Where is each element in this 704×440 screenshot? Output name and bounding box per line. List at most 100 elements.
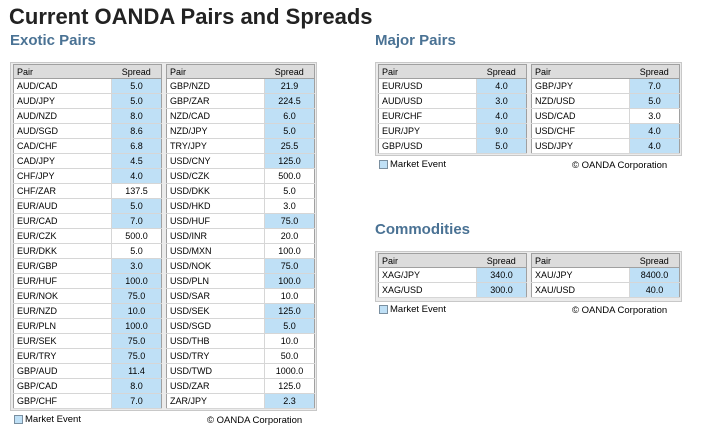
spread-cell: 8.6 [111, 123, 162, 139]
table-row: USD/CNY 125.0 [166, 153, 315, 169]
table-row: AUD/SGD 8.6 [13, 123, 162, 139]
spread-cell: 8.0 [111, 378, 162, 394]
table-row: ZAR/JPY 2.3 [166, 393, 315, 409]
exotic-pairs-table-right: Pair Spread GBP/NZD 21.9 GBP/ZAR 224.5 NZD/C… [166, 64, 315, 409]
pair-cell: EUR/CHF [378, 108, 477, 124]
spread-cell: 11.4 [111, 363, 162, 379]
table-row: XAG/USD 300.0 [378, 282, 527, 298]
table-row: USD/CAD 3.0 [531, 108, 680, 124]
pair-column-header: Pair [531, 253, 630, 268]
table-row: EUR/SEK 75.0 [13, 333, 162, 349]
spread-cell: 75.0 [111, 288, 162, 304]
pair-cell: XAG/JPY [378, 267, 477, 283]
table-row: AUD/USD 3.0 [378, 93, 527, 109]
pair-column-header: Pair [166, 64, 265, 79]
spread-cell: 75.0 [111, 348, 162, 364]
pair-cell: ZAR/JPY [166, 393, 265, 409]
table-row: USD/NOK 75.0 [166, 258, 315, 274]
spread-column-header: Spread [629, 64, 680, 79]
major-pairs-table-right: Pair Spread GBP/JPY 7.0 NZD/USD 5.0 USD/CAD 3… [531, 64, 680, 154]
table-row: EUR/USD 4.0 [378, 78, 527, 94]
table-row: GBP/NZD 21.9 [166, 78, 315, 94]
spread-cell: 4.0 [629, 123, 680, 139]
pair-cell: EUR/AUD [13, 198, 112, 214]
table-row: EUR/DKK 5.0 [13, 243, 162, 259]
copyright-text: © OANDA Corporation [572, 160, 668, 171]
pair-cell: USD/CHF [531, 123, 630, 139]
pair-cell: NZD/JPY [166, 123, 265, 139]
spread-cell: 40.0 [629, 282, 680, 298]
table-row: GBP/USD 5.0 [378, 138, 527, 154]
pair-cell: AUD/JPY [13, 93, 112, 109]
table-row: GBP/CAD 8.0 [13, 378, 162, 394]
pair-cell: USD/SEK [166, 303, 265, 319]
market-event-legend: Market Event [379, 159, 446, 170]
spread-cell: 21.9 [264, 78, 315, 94]
pair-cell: EUR/CZK [13, 228, 112, 244]
table-row: USD/CZK 500.0 [166, 168, 315, 184]
spread-cell: 100.0 [264, 273, 315, 289]
pair-cell: NZD/CAD [166, 108, 265, 124]
exotic-pairs-heading: Exotic Pairs [10, 32, 96, 49]
table-row: CAD/CHF 6.8 [13, 138, 162, 154]
pair-cell: USD/PLN [166, 273, 265, 289]
spread-cell: 3.0 [264, 198, 315, 214]
spread-cell: 4.5 [111, 153, 162, 169]
pair-cell: EUR/NOK [13, 288, 112, 304]
spread-cell: 4.0 [629, 138, 680, 154]
table-row: EUR/GBP 3.0 [13, 258, 162, 274]
spread-cell: 8400.0 [629, 267, 680, 283]
spread-cell: 8.0 [111, 108, 162, 124]
pair-cell: NZD/USD [531, 93, 630, 109]
spread-cell: 50.0 [264, 348, 315, 364]
pair-cell: GBP/JPY [531, 78, 630, 94]
pair-cell: GBP/CAD [13, 378, 112, 394]
spread-cell: 5.0 [111, 243, 162, 259]
table-row: CHF/JPY 4.0 [13, 168, 162, 184]
table-row: USD/SGD 5.0 [166, 318, 315, 334]
table-row: EUR/PLN 100.0 [13, 318, 162, 334]
spread-cell: 125.0 [264, 303, 315, 319]
spread-cell: 5.0 [111, 198, 162, 214]
spread-cell: 7.0 [629, 78, 680, 94]
table-row: USD/MXN 100.0 [166, 243, 315, 259]
spread-cell: 10.0 [111, 303, 162, 319]
table-row: GBP/ZAR 224.5 [166, 93, 315, 109]
pair-cell: USD/SGD [166, 318, 265, 334]
pair-cell: CHF/JPY [13, 168, 112, 184]
pair-cell: USD/TRY [166, 348, 265, 364]
table-row: USD/ZAR 125.0 [166, 378, 315, 394]
table-row: USD/SEK 125.0 [166, 303, 315, 319]
table-row: EUR/NOK 75.0 [13, 288, 162, 304]
pair-cell: GBP/CHF [13, 393, 112, 409]
spread-column-header: Spread [264, 64, 315, 79]
spread-cell: 224.5 [264, 93, 315, 109]
table-row: EUR/CHF 4.0 [378, 108, 527, 124]
exotic-pairs-table-left: Pair Spread AUD/CAD 5.0 AUD/JPY 5.0 AUD/NZD 8… [13, 64, 162, 409]
market-event-label: Market Event [390, 304, 446, 315]
pair-cell: EUR/HUF [13, 273, 112, 289]
table-row: GBP/CHF 7.0 [13, 393, 162, 409]
table-row: EUR/HUF 100.0 [13, 273, 162, 289]
spread-cell: 4.0 [476, 108, 527, 124]
spread-column-header: Spread [476, 64, 527, 79]
table-row: CAD/JPY 4.5 [13, 153, 162, 169]
pair-cell: USD/ZAR [166, 378, 265, 394]
table-row: AUD/NZD 8.0 [13, 108, 162, 124]
commodities-table-left: Pair Spread XAG/JPY 340.0 XAG/USD 300.0 [378, 253, 527, 298]
table-row: XAU/USD 40.0 [531, 282, 680, 298]
spread-cell: 5.0 [111, 93, 162, 109]
pair-cell: USD/CAD [531, 108, 630, 124]
spread-cell: 75.0 [264, 258, 315, 274]
table-row: GBP/AUD 11.4 [13, 363, 162, 379]
pair-cell: EUR/JPY [378, 123, 477, 139]
pair-column-header: Pair [13, 64, 112, 79]
market-event-swatch [379, 160, 388, 169]
pair-cell: GBP/NZD [166, 78, 265, 94]
spread-cell: 100.0 [111, 318, 162, 334]
table-row: CHF/ZAR 137.5 [13, 183, 162, 199]
table-row: XAG/JPY 340.0 [378, 267, 527, 283]
table-row: NZD/JPY 5.0 [166, 123, 315, 139]
spread-column-header: Spread [111, 64, 162, 79]
pair-column-header: Pair [531, 64, 630, 79]
